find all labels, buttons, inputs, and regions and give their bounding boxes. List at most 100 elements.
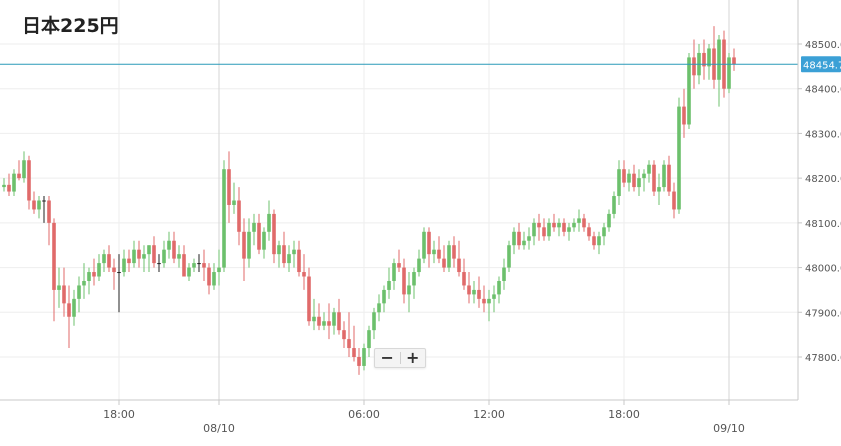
candle-body <box>167 240 171 250</box>
candle-body <box>212 272 216 286</box>
current-price-line: 48454.7 <box>0 56 841 73</box>
candle <box>237 187 241 246</box>
zoom-out-button[interactable]: − <box>380 348 394 367</box>
candle <box>287 245 291 273</box>
candle-body <box>282 245 286 264</box>
candle <box>562 218 566 237</box>
candle-body <box>412 272 416 286</box>
candle <box>412 267 416 299</box>
candle <box>647 160 651 183</box>
candle <box>482 285 486 313</box>
candle-body <box>202 263 206 268</box>
candle-body <box>382 289 386 304</box>
candle-body <box>117 272 121 274</box>
candle-body <box>17 173 21 179</box>
candle <box>462 258 466 290</box>
y-tick-label: 48500.0 <box>805 40 841 51</box>
candle-body <box>252 222 256 232</box>
candle <box>167 231 171 259</box>
candle-body <box>442 258 446 268</box>
candle <box>127 249 131 273</box>
candle-body <box>2 184 6 188</box>
candle <box>452 236 456 268</box>
x-tick-label: 08/10 <box>203 422 235 435</box>
zoom-in-button[interactable]: + <box>406 348 420 367</box>
candle-body <box>307 276 311 322</box>
candle <box>447 240 451 273</box>
candle <box>22 151 26 183</box>
candle <box>37 196 41 219</box>
candle <box>282 231 286 268</box>
candle <box>512 227 516 255</box>
candle <box>517 222 521 250</box>
candle-body <box>432 249 436 255</box>
candle-body <box>222 169 226 268</box>
candle <box>632 164 636 192</box>
candle-body <box>112 267 116 273</box>
candle-body <box>137 249 141 259</box>
candle-body <box>462 272 466 286</box>
candle-body <box>287 254 291 264</box>
y-axis: 47800.0 47900.0 48000.0 48100.0 48200.0 48300… <box>797 0 841 400</box>
candle-body <box>217 267 221 273</box>
candle <box>267 200 271 241</box>
candle-body <box>662 164 666 188</box>
candle-body <box>82 280 86 286</box>
candle-body <box>227 169 231 205</box>
candle <box>207 263 211 295</box>
candle <box>307 267 311 326</box>
candle <box>582 213 586 232</box>
candle <box>622 160 626 188</box>
candle <box>382 285 386 313</box>
candle <box>617 160 621 205</box>
candle <box>532 218 536 246</box>
candle-body <box>232 200 236 205</box>
candle <box>687 52 691 129</box>
candle-body <box>62 285 66 304</box>
candle-body <box>622 169 626 183</box>
candle-body <box>247 231 251 259</box>
candle-body <box>522 240 526 246</box>
candle-body <box>77 285 81 299</box>
candle <box>552 213 556 232</box>
candle-body <box>262 231 266 250</box>
candle <box>732 48 736 71</box>
candle-body <box>527 236 531 241</box>
candle-body <box>32 200 36 210</box>
candle-body <box>42 200 46 202</box>
candle-body <box>552 222 556 228</box>
candle-body <box>472 289 476 295</box>
candle <box>177 245 181 268</box>
candle-body <box>707 48 711 67</box>
candle-body <box>547 222 551 237</box>
candle-body <box>317 316 321 326</box>
y-tick-label: 47900.0 <box>805 308 841 319</box>
candle <box>602 222 606 246</box>
candle-body <box>617 169 621 197</box>
candle-body <box>322 321 326 326</box>
candle-body <box>682 106 686 125</box>
candle <box>572 218 576 232</box>
candle <box>492 285 496 313</box>
candle <box>417 249 421 277</box>
candle-body <box>392 263 396 281</box>
candle-body <box>142 254 146 259</box>
candle <box>92 258 96 286</box>
candle <box>2 178 6 192</box>
candle <box>292 240 296 268</box>
price-badge-label: 48454.7 <box>803 60 841 71</box>
candle <box>67 285 71 349</box>
y-tick-label: 47800.0 <box>805 353 841 364</box>
chart-title: 日本225円 <box>22 15 119 37</box>
candle <box>182 245 186 277</box>
candle <box>232 182 236 214</box>
candle <box>402 258 406 304</box>
candle-body <box>702 52 706 67</box>
candle <box>592 231 596 250</box>
candle <box>202 249 206 281</box>
candle <box>457 240 461 277</box>
candle-body <box>562 222 566 232</box>
candle-body <box>122 258 126 273</box>
